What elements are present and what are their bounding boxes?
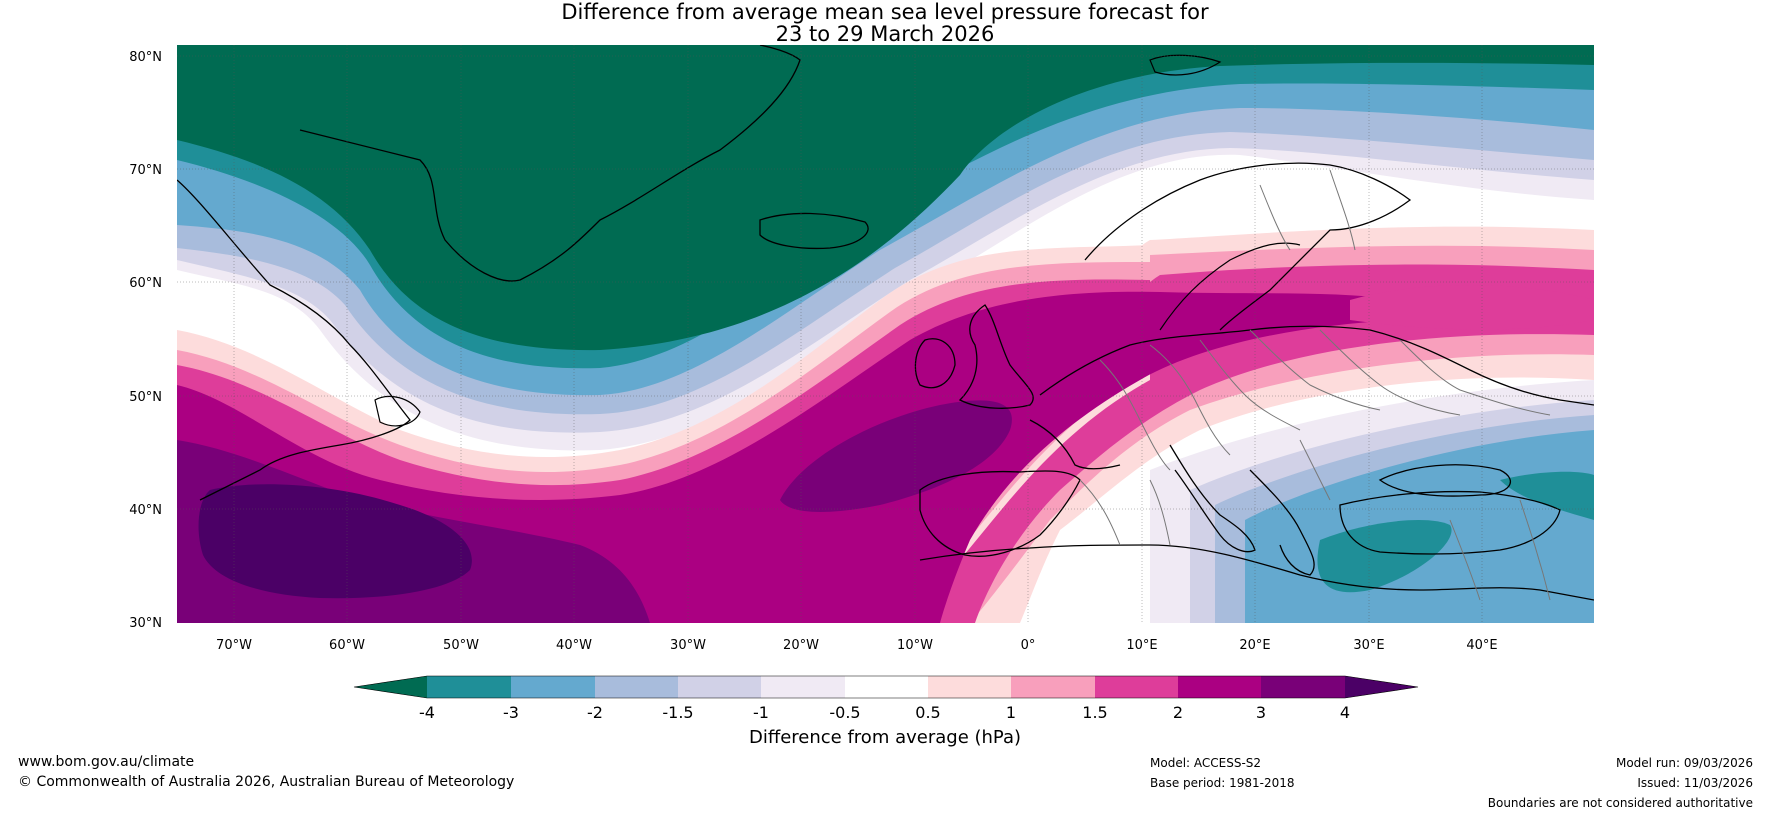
- greenland-outline: [299, 45, 801, 282]
- copyright-text: © Commonwealth of Australia 2026, Austra…: [18, 774, 515, 790]
- lon-label-30e: 30°E: [1353, 638, 1384, 653]
- lon-label-70w: 70°W: [216, 638, 252, 653]
- svalbard-outline: [1149, 54, 1222, 76]
- colorbar-tick-label: 1.5: [1082, 703, 1107, 722]
- colorbar-swatch-3: [595, 676, 678, 698]
- lat-label-70n: 70°N: [129, 163, 162, 178]
- band-pos-3-center: [780, 400, 1012, 512]
- lon-label-20w: 20°W: [783, 638, 819, 653]
- model-text: Model: ACCESS-S2: [1150, 756, 1262, 770]
- lat-label-60n: 60°N: [129, 276, 162, 291]
- colorbar-outline: [353, 675, 1419, 699]
- colorbar: -4 -3 -2 -1.5 -1 -0.5 0.5 1 1.5 2 3 4: [353, 675, 1419, 722]
- colorbar-tick-label: 3: [1256, 703, 1266, 722]
- colorbar-tick-label: 2: [1173, 703, 1183, 722]
- graticule: [177, 45, 1594, 623]
- lon-label-30w: 30°W: [670, 638, 706, 653]
- lat-label-30n: 30°N: [129, 616, 162, 631]
- colorbar-extend-high: [1345, 676, 1418, 698]
- lat-label-40n: 40°N: [129, 503, 162, 518]
- colorbar-tick-label: 1: [1006, 703, 1016, 722]
- france-coast: [1029, 419, 1121, 470]
- lon-label-60w: 60°W: [329, 638, 365, 653]
- north-america-outline: [177, 179, 411, 501]
- map-title-line2: 23 to 29 March 2026: [775, 22, 995, 46]
- great-britain-outline: [958, 304, 1034, 409]
- ireland-outline: [914, 338, 956, 389]
- colorbar-tick-label: -3: [503, 703, 519, 722]
- lon-label-10e: 10°E: [1126, 638, 1157, 653]
- africa-coast: [919, 544, 1594, 601]
- colorbar-swatch-9: [1095, 676, 1178, 698]
- band-pos-1-east: [900, 245, 1594, 623]
- turkey-outline: [1339, 490, 1561, 555]
- longitude-labels: 70°W 60°W 50°W 40°W 30°W 20°W 10°W 0° 10…: [216, 638, 1498, 653]
- colorbar-swatch-11: [1261, 676, 1345, 698]
- lat-label-80n: 80°N: [129, 50, 162, 65]
- website-link[interactable]: www.bom.gov.au/climate: [18, 754, 195, 770]
- colorbar-swatch-7: [928, 676, 1011, 698]
- iberia-outline: [919, 470, 1081, 557]
- band-pos-2-east: [1350, 285, 1594, 330]
- lon-label-50w: 50°W: [443, 638, 479, 653]
- iceland-outline: [759, 212, 869, 250]
- lat-label-50n: 50°N: [129, 390, 162, 405]
- latitude-labels: 80°N 70°N 60°N 50°N 40°N 30°N: [129, 50, 162, 631]
- colorbar-swatch-6: [845, 676, 928, 698]
- colorbar-swatch-1: [427, 676, 511, 698]
- balkans-greece-outline: [1249, 469, 1315, 576]
- lon-label-0: 0°: [1021, 638, 1036, 653]
- band-neg-se-3b: [1500, 471, 1594, 520]
- colorbar-tick-label: -4: [419, 703, 435, 722]
- band-neg-se-3a: [1317, 520, 1452, 593]
- country-borders: [1079, 169, 1551, 601]
- scandinavia-outline: [1084, 162, 1412, 331]
- colorbar-swatch-2: [511, 676, 595, 698]
- colorbar-title: Difference from average (hPa): [748, 727, 1022, 748]
- base-period-text: Base period: 1981-2018: [1150, 776, 1295, 790]
- sweden-coast: [1159, 242, 1301, 331]
- lon-label-40w: 40°W: [556, 638, 592, 653]
- colorbar-swatch-10: [1178, 676, 1261, 698]
- band-pos-4: [198, 484, 472, 599]
- colorbar-tick-label: -1: [753, 703, 769, 722]
- colorbar-tick-label: -0.5: [829, 703, 860, 722]
- black-sea-outline: [1378, 464, 1512, 497]
- newfoundland-outline: [374, 395, 421, 427]
- colorbar-swatch-5: [761, 676, 845, 698]
- model-run-text: Model run: 09/03/2026: [1615, 756, 1753, 770]
- colorbar-extend-low: [354, 676, 427, 698]
- map-title-line1: Difference from average mean sea level p…: [561, 0, 1209, 24]
- issued-text: Issued: 11/03/2026: [1637, 776, 1753, 790]
- colorbar-tick-label: -1.5: [662, 703, 693, 722]
- colorbar-tick-label: 0.5: [915, 703, 940, 722]
- colorbar-tick-label: 4: [1340, 703, 1350, 722]
- lon-label-10w: 10°W: [897, 638, 933, 653]
- lon-label-40e: 40°E: [1466, 638, 1497, 653]
- colorbar-swatch-8: [1011, 676, 1095, 698]
- colorbar-tick-label: -2: [587, 703, 603, 722]
- lon-label-20e: 20°E: [1239, 638, 1270, 653]
- europe-coast: [1039, 325, 1594, 406]
- colorbar-swatch-4: [678, 676, 761, 698]
- disclaimer-text: Boundaries are not considered authoritat…: [1487, 796, 1753, 810]
- map-canvas: [177, 45, 1594, 623]
